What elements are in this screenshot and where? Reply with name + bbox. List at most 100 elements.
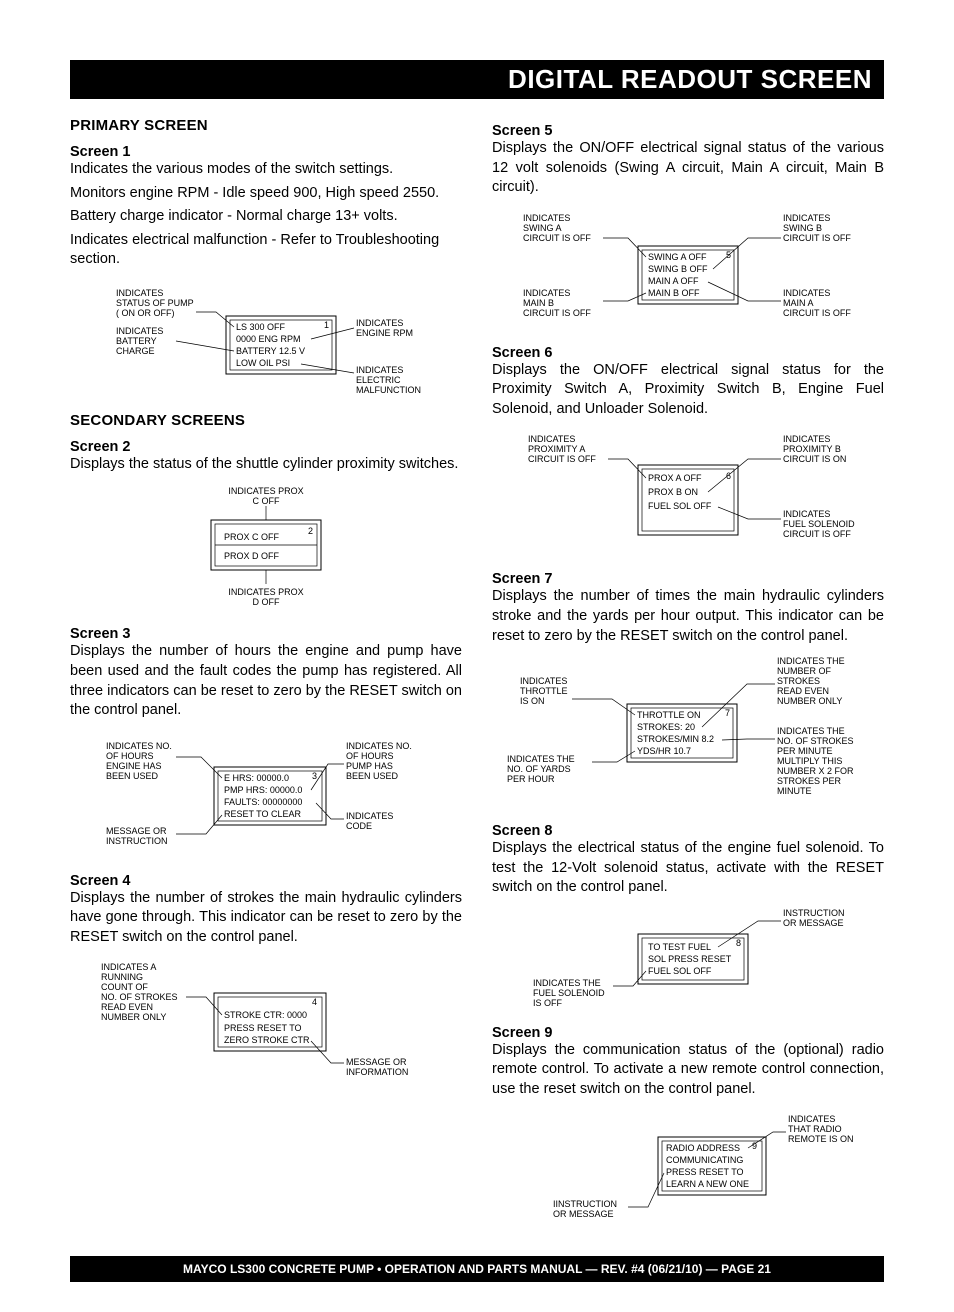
svg-text:BEEN USED: BEEN USED — [346, 771, 399, 781]
svg-text:MALFUNCTION: MALFUNCTION — [356, 385, 421, 395]
svg-text:SWING A: SWING A — [523, 223, 562, 233]
screen-5-diagram: SWING A OFF SWING B OFF MAIN A OFF MAIN … — [498, 206, 878, 331]
screen-9-diagram: RADIO ADDRESS COMMUNICATING PRESS RESET … — [498, 1107, 878, 1222]
svg-text:TO TEST FUEL: TO TEST FUEL — [648, 942, 711, 952]
svg-text:THAT RADIO: THAT RADIO — [788, 1124, 842, 1134]
svg-text:IS OFF: IS OFF — [533, 998, 563, 1008]
two-column-layout: PRIMARY SCREEN Screen 1 Indicates the va… — [70, 117, 884, 1236]
svg-text:INDICATES: INDICATES — [783, 213, 830, 223]
svg-text:IS ON: IS ON — [520, 696, 545, 706]
svg-text:FUEL SOLENOID: FUEL SOLENOID — [533, 988, 605, 998]
svg-text:INDICATES NO.: INDICATES NO. — [346, 741, 412, 751]
svg-text:CIRCUIT IS OFF: CIRCUIT IS OFF — [783, 308, 851, 318]
screen-9-title: Screen 9 — [492, 1025, 884, 1041]
svg-text:INSTRUCTION: INSTRUCTION — [106, 836, 168, 846]
svg-text:ZERO STROKE CTR: ZERO STROKE CTR — [224, 1035, 310, 1045]
svg-text:3: 3 — [312, 771, 317, 781]
svg-text:6: 6 — [726, 471, 731, 481]
screen-3-body: Displays the number of hours the engine … — [70, 642, 462, 720]
svg-text:4: 4 — [312, 997, 317, 1007]
screen-8-diagram: TO TEST FUEL SOL PRESS RESET FUEL SOL OF… — [498, 906, 878, 1011]
svg-text:RUNNING: RUNNING — [101, 972, 143, 982]
svg-text:THROTTLE: THROTTLE — [520, 686, 568, 696]
svg-text:( ON OR OFF): ( ON OR OFF) — [116, 308, 175, 318]
svg-text:CIRCUIT IS OFF: CIRCUIT IS OFF — [523, 308, 591, 318]
svg-text:MAIN A OFF: MAIN A OFF — [648, 276, 699, 286]
s1-lcd-l2: 0000 ENG RPM — [236, 334, 301, 344]
svg-text:THROTTLE ON: THROTTLE ON — [637, 710, 701, 720]
svg-text:INDICATES NO.: INDICATES NO. — [106, 741, 172, 751]
svg-text:MULTIPLY THIS: MULTIPLY THIS — [777, 756, 842, 766]
svg-text:STROKES PER: STROKES PER — [777, 776, 842, 786]
svg-text:READ EVEN: READ EVEN — [101, 1002, 153, 1012]
svg-text:STATUS OF PUMP: STATUS OF PUMP — [116, 298, 194, 308]
svg-text:REMOTE IS ON: REMOTE IS ON — [788, 1134, 854, 1144]
page-footer: MAYCO LS300 CONCRETE PUMP • OPERATION AN… — [70, 1256, 884, 1282]
screen-2-diagram: INDICATES PROX C OFF PROX C OFF PROX D O… — [146, 482, 386, 612]
svg-text:C OFF: C OFF — [253, 496, 280, 506]
screen-7-title: Screen 7 — [492, 571, 884, 587]
svg-text:NO. OF STROKES: NO. OF STROKES — [101, 992, 178, 1002]
svg-text:PROXIMITY B: PROXIMITY B — [783, 444, 841, 454]
svg-text:INDICATES: INDICATES — [783, 434, 830, 444]
svg-text:SWING A OFF: SWING A OFF — [648, 252, 707, 262]
svg-text:FUEL SOL OFF: FUEL SOL OFF — [648, 966, 712, 976]
screen-1-title: Screen 1 — [70, 144, 462, 160]
svg-text:STROKES: 20: STROKES: 20 — [637, 722, 695, 732]
screen-3-diagram: E HRS: 00000.0 PMP HRS: 00000.0 FAULTS: … — [86, 729, 446, 859]
svg-text:MAIN A: MAIN A — [783, 298, 814, 308]
svg-text:INDICATES THE: INDICATES THE — [533, 978, 601, 988]
screen-1-line1: Indicates the various modes of the switc… — [70, 160, 462, 180]
s1-lcd-l3: BATTERY 12.5 V — [236, 346, 305, 356]
svg-text:INDICATES: INDICATES — [523, 288, 570, 298]
svg-text:PROX C OFF: PROX C OFF — [224, 532, 280, 542]
svg-text:NUMBER ONLY: NUMBER ONLY — [101, 1012, 166, 1022]
svg-text:INDICATES: INDICATES — [356, 365, 403, 375]
screen-1-line4: Indicates electrical malfunction - Refer… — [70, 231, 462, 270]
svg-text:NUMBER OF: NUMBER OF — [777, 666, 832, 676]
svg-text:PRESS RESET TO: PRESS RESET TO — [666, 1167, 744, 1177]
svg-text:CIRCUIT IS ON: CIRCUIT IS ON — [783, 454, 846, 464]
screen-1-diagram: LS 300 OFF 0000 ENG RPM BATTERY 12.5 V L… — [96, 278, 436, 398]
svg-text:PMP HRS: 00000.0: PMP HRS: 00000.0 — [224, 785, 302, 795]
svg-text:CIRCUIT IS OFF: CIRCUIT IS OFF — [523, 233, 591, 243]
svg-text:COMMUNICATING: COMMUNICATING — [666, 1155, 743, 1165]
primary-screen-heading: PRIMARY SCREEN — [70, 117, 462, 134]
svg-text:OR MESSAGE: OR MESSAGE — [553, 1209, 614, 1219]
svg-text:ELECTRIC: ELECTRIC — [356, 375, 401, 385]
s1-lcd-l4: LOW OIL PSI — [236, 358, 290, 368]
screen-6-title: Screen 6 — [492, 345, 884, 361]
screen-8-title: Screen 8 — [492, 823, 884, 839]
svg-text:PER MINUTE: PER MINUTE — [777, 746, 833, 756]
screen-1-line2: Monitors engine RPM - Idle speed 900, Hi… — [70, 184, 462, 204]
svg-text:MAIN B: MAIN B — [523, 298, 554, 308]
screen-2-title: Screen 2 — [70, 439, 462, 455]
svg-text:CIRCUIT IS OFF: CIRCUIT IS OFF — [528, 454, 596, 464]
svg-text:PRESS RESET TO: PRESS RESET TO — [224, 1023, 302, 1033]
screen-6-diagram: PROX A OFF PROX B ON FUEL SOL OFF 6 INDI… — [498, 427, 878, 557]
svg-text:INDICATES PROX: INDICATES PROX — [228, 486, 303, 496]
svg-text:RESET TO CLEAR: RESET TO CLEAR — [224, 809, 302, 819]
svg-text:STROKES/MIN 8.2: STROKES/MIN 8.2 — [637, 734, 714, 744]
svg-text:SWING B OFF: SWING B OFF — [648, 264, 708, 274]
svg-text:MAIN B OFF: MAIN B OFF — [648, 288, 700, 298]
svg-text:INDICATES: INDICATES — [520, 676, 567, 686]
screen-7-diagram: THROTTLE ON STROKES: 20 STROKES/MIN 8.2 … — [492, 654, 892, 809]
svg-text:FAULTS: 00000000: FAULTS: 00000000 — [224, 797, 302, 807]
svg-text:INDICATES PROX: INDICATES PROX — [228, 587, 303, 597]
screen-4-title: Screen 4 — [70, 873, 462, 889]
svg-text:CIRCUIT IS OFF: CIRCUIT IS OFF — [783, 529, 851, 539]
svg-text:PROX D OFF: PROX D OFF — [224, 551, 280, 561]
s1-lcd-l1: LS 300 OFF — [236, 322, 286, 332]
svg-text:OF HOURS: OF HOURS — [346, 751, 394, 761]
svg-text:BATTERY: BATTERY — [116, 336, 157, 346]
svg-text:INDICATES: INDICATES — [356, 318, 403, 328]
screen-9-body: Displays the communication status of the… — [492, 1041, 884, 1100]
screen-3-title: Screen 3 — [70, 626, 462, 642]
screen-5-title: Screen 5 — [492, 123, 884, 139]
svg-text:INDICATES: INDICATES — [528, 434, 575, 444]
svg-text:INDICATES: INDICATES — [346, 811, 393, 821]
left-column: PRIMARY SCREEN Screen 1 Indicates the va… — [70, 117, 462, 1236]
svg-text:CIRCUIT IS OFF: CIRCUIT IS OFF — [783, 233, 851, 243]
svg-text:INDICATES: INDICATES — [788, 1114, 835, 1124]
